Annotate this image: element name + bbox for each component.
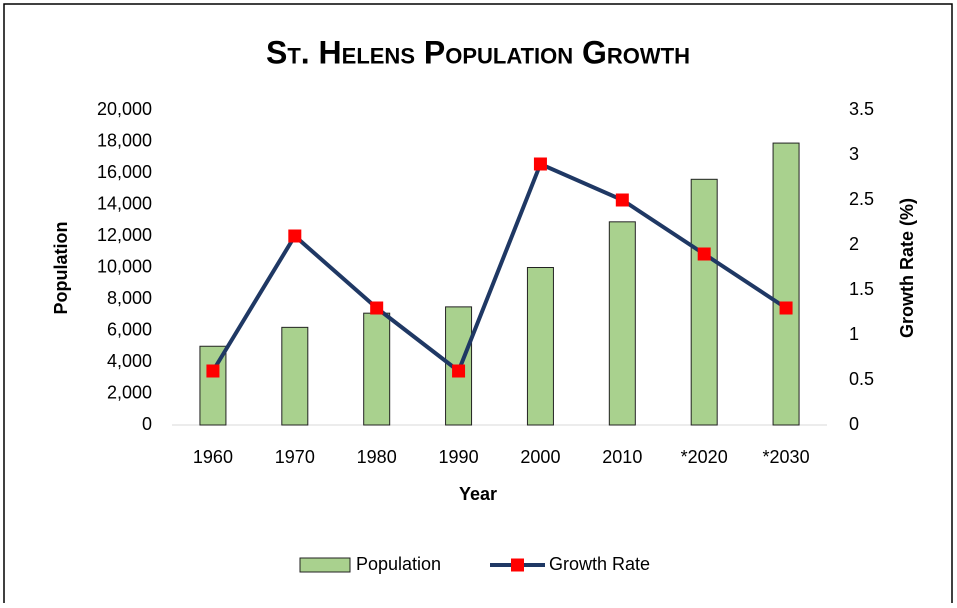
y-tick-label: 8,000: [107, 288, 152, 308]
legend-label: Population: [356, 554, 441, 574]
marker: [206, 364, 220, 378]
bar: [608, 221, 636, 426]
y2-tick-label: 1.5: [849, 279, 874, 299]
y-tick-label: 0: [142, 414, 152, 434]
x-tick-label: 1990: [439, 447, 479, 467]
marker: [533, 157, 547, 171]
y-tick-label: 10,000: [97, 256, 152, 276]
y2-tick-label: 0: [849, 414, 859, 434]
x-tick-label: 2010: [602, 447, 642, 467]
marker: [288, 229, 302, 243]
x-axis-label: Year: [459, 484, 497, 504]
y2-axis-label: Growth Rate (%): [897, 198, 917, 338]
y-tick-label: 20,000: [97, 99, 152, 119]
x-tick-label: 1980: [357, 447, 397, 467]
y2-tick-label: 2.5: [849, 189, 874, 209]
x-tick-label: 1960: [193, 447, 233, 467]
legend-label: Growth Rate: [549, 554, 650, 574]
y-tick-label: 18,000: [97, 130, 152, 150]
y-tick-label: 6,000: [107, 319, 152, 339]
y-tick-label: 2,000: [107, 382, 152, 402]
x-tick-label: *2020: [681, 447, 728, 467]
marker: [697, 247, 711, 261]
y-tick-label: 14,000: [97, 193, 152, 213]
bar: [363, 312, 391, 426]
bar: [281, 326, 309, 426]
y-tick-label: 12,000: [97, 225, 152, 245]
y2-tick-label: 3: [849, 144, 859, 164]
line: [211, 161, 788, 375]
y-tick-label: 16,000: [97, 162, 152, 182]
x-tick-label: 2000: [520, 447, 560, 467]
legend-swatch: [299, 557, 351, 573]
x-tick-label: *2030: [763, 447, 810, 467]
y2-tick-label: 0.5: [849, 369, 874, 389]
y2-tick-label: 1: [849, 324, 859, 344]
marker: [370, 301, 384, 315]
x-tick-label: 1970: [275, 447, 315, 467]
bar: [772, 142, 800, 426]
marker: [615, 193, 629, 207]
y2-tick-label: 3.5: [849, 99, 874, 119]
chart-title: St. Helens Population Growth: [266, 34, 690, 70]
marker: [779, 301, 793, 315]
bar: [690, 178, 718, 426]
y-tick-label: 4,000: [107, 351, 152, 371]
y2-tick-label: 2: [849, 234, 859, 254]
y-axis-label: Population: [51, 222, 71, 315]
legend-marker: [511, 558, 524, 572]
bar: [526, 267, 554, 426]
marker: [452, 364, 466, 378]
